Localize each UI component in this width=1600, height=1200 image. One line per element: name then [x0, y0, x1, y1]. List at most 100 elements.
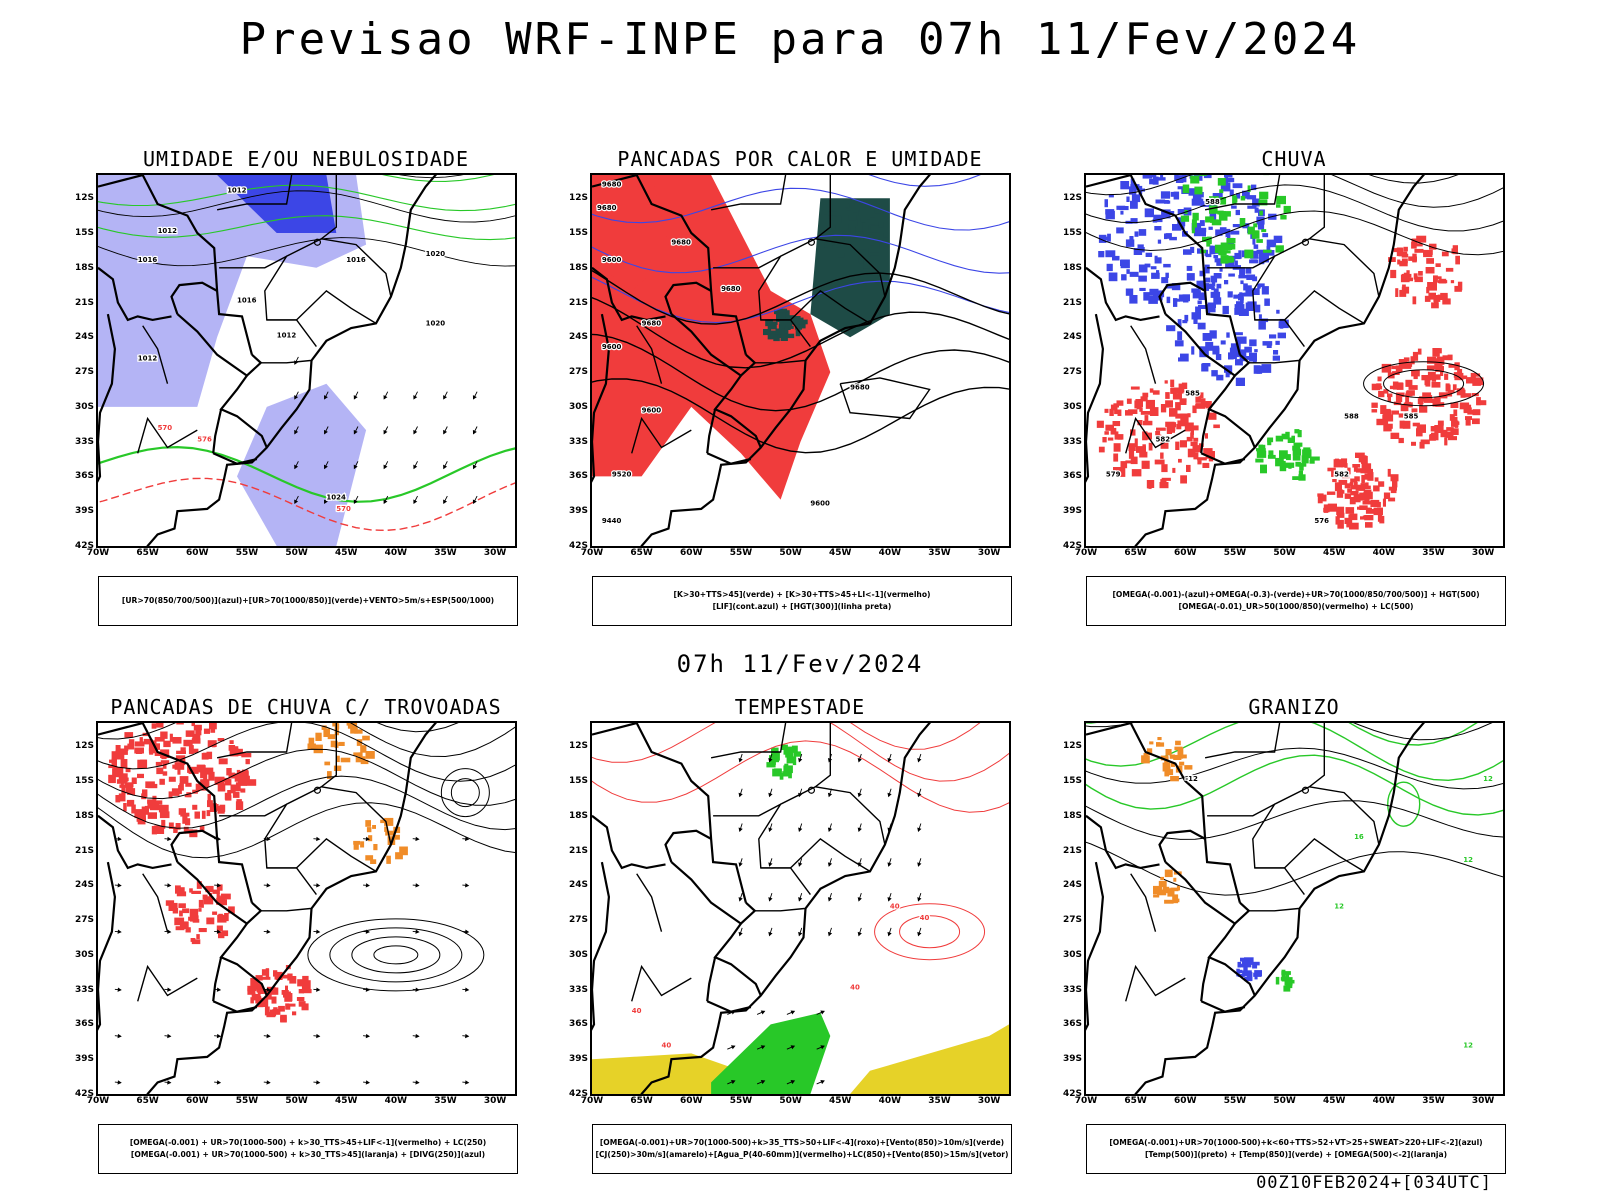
hgt500-contour: [1368, 175, 1459, 184]
rio-de-la-plata: [212, 1000, 258, 1013]
contour-green: [98, 215, 515, 241]
country-border: [713, 374, 762, 448]
contour-red-dashed: [98, 477, 515, 532]
rain-red: [1096, 379, 1220, 489]
temp500-contour: [1086, 841, 1503, 896]
panel-chuva: CHUVA 588 585 582 579 576 582 585 588 [OMEGA(-0…: [1054, 146, 1534, 626]
contour-label: 579: [1106, 470, 1121, 478]
lon-tick-label: 70W: [580, 1096, 604, 1106]
lat-tick-label: 27S: [568, 367, 588, 378]
lon-tick-label: 45W: [828, 548, 852, 558]
state-border: [1284, 289, 1365, 324]
lat-tick-label: 27S: [568, 915, 588, 926]
lon-tick-label: 35W: [928, 1096, 951, 1106]
lat-tick-label: 15S: [568, 227, 588, 238]
coastline: [640, 175, 931, 546]
country-border: [1207, 922, 1256, 996]
legend-line-2: [OMEGA(-0.001) + UR>70(1000-500) + k>30_…: [130, 1150, 486, 1159]
contour-label: 16: [1354, 833, 1364, 841]
state-border: [137, 416, 198, 454]
lon-tick-label: 45W: [334, 548, 358, 558]
contour-label: 9680: [671, 239, 691, 247]
country-border: [592, 861, 611, 1031]
streamline-arrows: [114, 836, 470, 1085]
lat-tick-label: 21S: [1062, 845, 1082, 856]
temp850-contour: [1086, 723, 1478, 746]
lon-tick-label: 40W: [384, 548, 408, 558]
rio-de-la-plata: [1200, 452, 1246, 465]
storm-red: [165, 881, 235, 945]
lat-tick-label: 39S: [1062, 1054, 1082, 1065]
lat-tick-label: 39S: [568, 506, 588, 517]
panel-title: CHUVA: [1261, 147, 1327, 171]
lat-tick-label: 24S: [568, 880, 588, 891]
streamline-ring: [450, 778, 480, 808]
lat-tick-label: 18S: [74, 810, 94, 821]
lat-tick-label: 36S: [1062, 1019, 1082, 1030]
main-title: Previsao WRF-INPE para 07h 11/Fev/2024: [239, 14, 1361, 65]
lon-tick-label: 60W: [186, 548, 209, 558]
state-border: [321, 238, 392, 297]
contour-label: 9680: [642, 320, 662, 328]
state-border: [636, 325, 663, 384]
contour-label: -12: [1185, 775, 1198, 783]
country-border: [1158, 281, 1206, 315]
lat-tick-label: 30S: [568, 949, 588, 960]
contour-label: 585: [1185, 389, 1200, 397]
contour-label: 588: [1205, 198, 1220, 206]
lat-tick-label: 42S: [568, 1089, 588, 1099]
lat-tick-label: 39S: [74, 506, 94, 517]
state-border: [710, 175, 787, 211]
rain-red: [1388, 235, 1463, 309]
lon-tick-label: 35W: [434, 1096, 457, 1106]
hgt500-contour: [1086, 184, 1503, 232]
lat-tick-label: 18S: [74, 262, 94, 273]
country-border: [98, 175, 253, 355]
lon-tick-label: 70W: [1074, 548, 1098, 558]
isobar: [98, 237, 515, 267]
panel-legend: [K>30+TTS>45](verde) + [K>30+TTS>45+LI<-…: [592, 576, 1012, 626]
contour-label: 40: [662, 1042, 672, 1050]
lon-tick-label: 60W: [1174, 548, 1197, 558]
federal-district: [1301, 786, 1310, 794]
contour-label: 12: [1483, 775, 1493, 783]
country-border: [98, 313, 117, 483]
panel-legend: [OMEGA(-0.001)+UR>70(1000-500)+k>35_TTS>…: [592, 1124, 1012, 1174]
lat-tick-label: 15S: [74, 775, 94, 786]
state-border: [1254, 319, 1305, 348]
contour-label: 1012: [227, 186, 247, 194]
federal-district: [807, 238, 816, 246]
lon-tick-label: 50W: [779, 1096, 802, 1106]
temp500-contour: [1086, 723, 1493, 741]
panel-pancadas-calor: PANCADAS POR CALOR E UMIDADE 9680 9680 968…: [560, 146, 1040, 626]
rio-de-la-plata: [706, 452, 752, 465]
contour-label: 1016: [237, 297, 257, 305]
streamline-ring: [329, 927, 463, 983]
hgt-contour: [592, 378, 1009, 454]
storm-orange: [307, 723, 375, 779]
lon-tick-label: 60W: [680, 1096, 703, 1106]
country-border: [670, 313, 757, 378]
pw-ring: [899, 915, 961, 949]
hgt-contour: [592, 297, 1009, 369]
rio-de-la-plata: [212, 452, 258, 465]
pw-contour: [592, 723, 1009, 782]
contour-label: 576: [197, 436, 212, 444]
lon-tick-label: 60W: [1174, 1096, 1197, 1106]
lat-tick-label: 33S: [1062, 436, 1082, 447]
contour-label: 1024: [326, 494, 346, 502]
country-border: [1200, 408, 1211, 454]
lat-tick-label: 33S: [568, 436, 588, 447]
streamline: [376, 723, 459, 733]
wind-green: [711, 1012, 831, 1094]
contour-label: 9600: [642, 407, 662, 415]
contour-label: 9680: [850, 383, 870, 391]
country-border: [1207, 374, 1256, 448]
lat-tick-label: 21S: [1062, 297, 1082, 308]
hgt500-ring: [1383, 369, 1465, 399]
legend-line-2: [OMEGA(-0.01)_UR>50(1000/850)(vermelho) …: [1178, 602, 1414, 611]
state-border: [142, 873, 169, 932]
lif-contour: [868, 175, 981, 187]
streamline: [98, 775, 515, 831]
country-border: [219, 374, 268, 448]
